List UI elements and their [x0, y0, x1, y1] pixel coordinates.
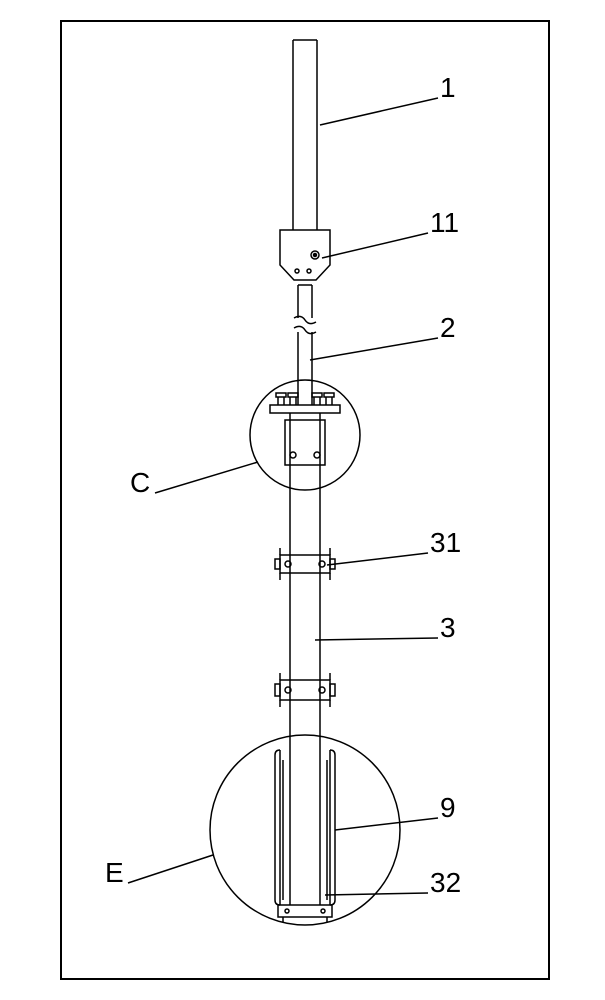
label-31: 31 — [430, 527, 461, 559]
lower-clamp — [275, 673, 335, 707]
label-11: 11 — [430, 207, 459, 239]
part-11-bracket — [280, 230, 330, 280]
mechanical-diagram — [0, 0, 605, 1000]
label-3: 3 — [440, 612, 456, 644]
label-E: E — [105, 857, 124, 889]
detail-circle-c — [250, 380, 360, 490]
part-2-tube — [294, 285, 316, 405]
label-9: 9 — [440, 792, 456, 824]
flange-c — [270, 393, 340, 413]
label-2: 2 — [440, 312, 456, 344]
label-32: 32 — [430, 867, 461, 899]
detail-circle-e — [210, 735, 400, 925]
part-1-tube — [293, 40, 317, 230]
label-1: 1 — [440, 72, 456, 104]
part-31-clamp — [275, 548, 335, 580]
label-C: C — [130, 467, 150, 499]
